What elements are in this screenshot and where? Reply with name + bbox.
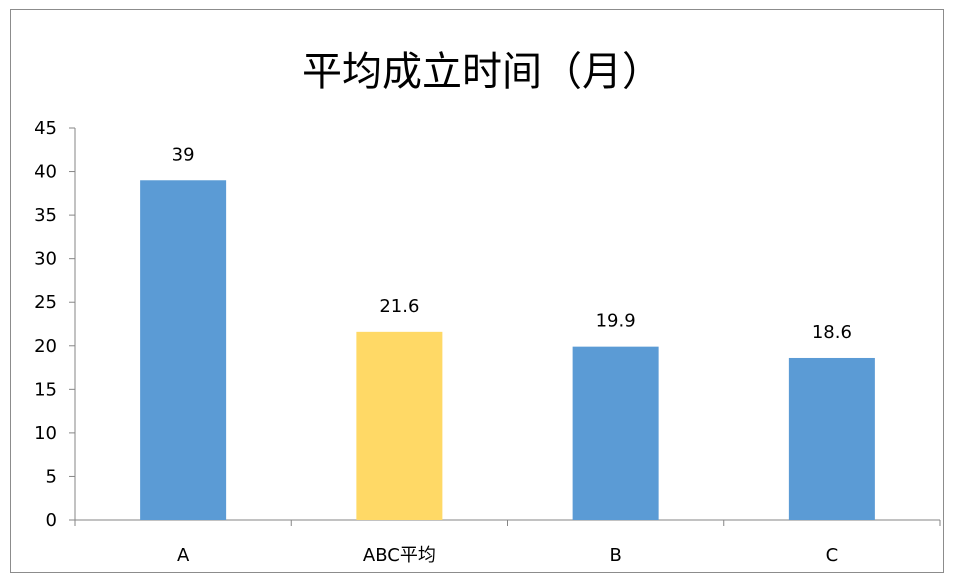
y-tick-label: 30: [34, 249, 57, 270]
category-label: ABC平均: [363, 545, 436, 566]
y-tick-label: 25: [34, 292, 57, 313]
category-label: A: [177, 545, 190, 566]
bar-2: [356, 331, 443, 520]
labels: 39 A 21.6 ABC平均 19.9 B 18.6 C: [172, 144, 852, 566]
y-tick-label: 45: [34, 118, 57, 139]
y-tick-label: 5: [46, 466, 57, 487]
y-tick-label: 40: [34, 162, 57, 183]
bar-3: [572, 346, 659, 520]
data-label: 18.6: [812, 322, 852, 343]
y-tick-label: 20: [34, 336, 57, 357]
y-tick-label: 15: [34, 379, 57, 400]
category-label: C: [826, 545, 839, 566]
y-tick-label: 10: [34, 423, 57, 444]
category-label: B: [609, 545, 621, 566]
bar-4: [788, 357, 875, 520]
data-label: 39: [172, 144, 195, 165]
chart-title: 平均成立时间（月）: [302, 49, 662, 95]
data-label: 19.9: [596, 311, 636, 332]
y-tick-label: 35: [34, 205, 57, 226]
bar-1: [140, 180, 227, 520]
bars: [140, 180, 875, 520]
data-label: 21.6: [379, 296, 419, 317]
y-tick-label: 0: [46, 510, 57, 531]
